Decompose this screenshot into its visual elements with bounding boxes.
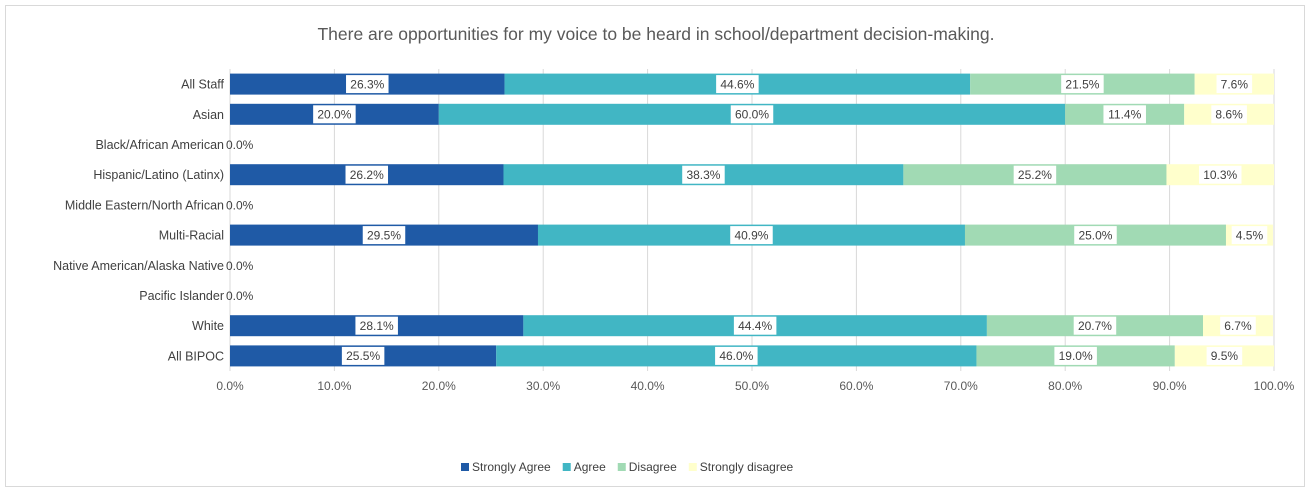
data-label-background (682, 165, 725, 184)
data-label: 0.0% (226, 289, 254, 303)
category-label: Native American/Alaska Native (53, 259, 224, 273)
x-tick-label: 90.0% (1153, 379, 1187, 393)
x-tick-label: 40.0% (631, 379, 665, 393)
data-label-background (1061, 75, 1104, 94)
x-tick-label: 70.0% (944, 379, 978, 393)
data-label: 26.3% (350, 77, 384, 91)
data-label-background (362, 226, 406, 245)
category-label: White (192, 319, 224, 333)
x-tick-label: 60.0% (839, 379, 873, 393)
data-label-background (1013, 165, 1057, 184)
data-label: 38.3% (686, 168, 720, 182)
data-label: 25.0% (1078, 228, 1112, 242)
data-label: 20.7% (1078, 319, 1112, 333)
category-label: All Staff (181, 78, 224, 92)
category-label: Asian (193, 108, 224, 122)
data-label-background (341, 346, 385, 365)
legend-item-label: Disagree (629, 460, 677, 474)
category-label: Black/African American (95, 138, 224, 152)
category-label: Pacific Islander (139, 289, 224, 303)
data-label-background (355, 316, 398, 335)
legend-swatch (688, 463, 697, 471)
data-label: 28.1% (360, 319, 394, 333)
data-label: 8.6% (1215, 108, 1243, 122)
data-label-background (1220, 316, 1256, 335)
data-label: 0.0% (226, 138, 254, 152)
category-label: All BIPOC (168, 349, 224, 363)
legend-swatch (562, 463, 571, 471)
data-label-background (1216, 75, 1253, 94)
category-label: Hispanic/Latino (Latinx) (93, 168, 224, 182)
chart-frame: There are opportunities for my voice to … (5, 5, 1305, 487)
data-label-background (346, 75, 389, 94)
category-label: Multi-Racial (159, 229, 224, 243)
data-label-background (1103, 105, 1146, 124)
stacked-bar-chart: There are opportunities for my voice to … (53, 24, 1295, 474)
x-tick-label: 100.0% (1254, 379, 1295, 393)
data-label: 19.0% (1059, 349, 1093, 363)
data-label: 46.0% (719, 349, 753, 363)
data-label-background (730, 226, 773, 245)
data-label-background (1198, 165, 1242, 184)
data-label-background (345, 165, 389, 184)
data-label-background (1074, 226, 1117, 245)
x-tick-label: 80.0% (1048, 379, 1082, 393)
data-label: 6.7% (1224, 319, 1252, 333)
data-label: 0.0% (226, 198, 254, 212)
legend-swatch (617, 463, 626, 471)
data-label: 26.2% (350, 168, 384, 182)
data-label: 25.2% (1018, 168, 1052, 182)
chart-title: There are opportunities for my voice to … (317, 24, 994, 44)
data-label: 44.6% (720, 77, 754, 91)
value-axis: 0.0% 10.0% 20.0% 30.0% 40.0% 50.0% 60.0% 70.0% 8… (216, 379, 1294, 393)
data-label: 0.0% (226, 259, 254, 273)
legend-swatch (461, 463, 469, 471)
data-label: 10.3% (1203, 168, 1237, 182)
category-label: Middle Eastern/North African (65, 198, 224, 212)
x-tick-label: 10.0% (317, 379, 351, 393)
data-label-background (715, 346, 758, 365)
category-axis: All Staff Asian Black/African American Hisp… (53, 78, 224, 364)
data-label-background (1054, 346, 1097, 365)
legend: Strongly Agree Agree Disagree Strongly disa… (461, 460, 793, 474)
x-tick-label: 0.0% (216, 379, 244, 393)
data-label: 40.9% (734, 228, 768, 242)
legend-item-label: Strongly Agree (472, 460, 551, 474)
data-label: 11.4% (1108, 108, 1141, 122)
x-tick-label: 20.0% (422, 379, 456, 393)
data-label: 7.6% (1221, 77, 1249, 91)
data-label-background (1211, 105, 1247, 124)
data-label-background (313, 105, 356, 124)
data-label-background (1073, 316, 1117, 335)
data-label: 4.5% (1236, 228, 1264, 242)
data-label: 44.4% (738, 319, 772, 333)
data-labels: 26.3% 44.6% 21.5% 7.6% 20.0% 60.0% 11.4% 8.6% 0.… (226, 75, 1268, 365)
x-tick-label: 30.0% (526, 379, 560, 393)
data-label-background (716, 75, 759, 94)
data-label-background (733, 316, 777, 335)
legend-item-label: Strongly disagree (700, 460, 794, 474)
data-label: 60.0% (735, 108, 769, 122)
data-label: 21.5% (1065, 77, 1099, 91)
x-tick-label: 50.0% (735, 379, 769, 393)
data-label-background (1231, 226, 1268, 245)
data-label: 9.5% (1211, 349, 1239, 363)
data-label: 25.5% (346, 349, 380, 363)
data-label: 20.0% (317, 108, 351, 122)
legend-item-label: Agree (574, 460, 606, 474)
data-label: 29.5% (367, 228, 401, 242)
data-label-background (730, 105, 774, 124)
data-label-background (1206, 346, 1243, 365)
